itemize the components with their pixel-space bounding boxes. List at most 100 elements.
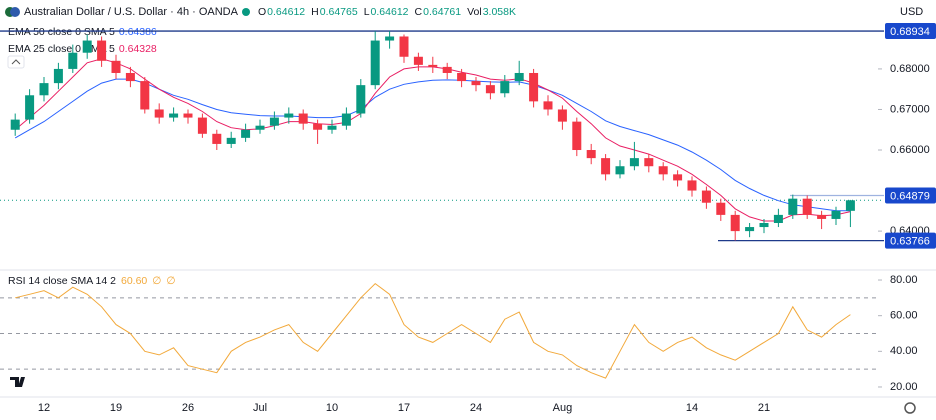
- candle-body: [529, 72, 539, 102]
- candle-body: [687, 180, 697, 191]
- candle-body: [629, 158, 639, 167]
- candle-body: [730, 214, 740, 232]
- price-label: 0.68934: [890, 26, 930, 38]
- candle-body: [817, 214, 827, 219]
- quote-value: 0.64761: [423, 6, 461, 18]
- price-label: 0.63766: [890, 235, 930, 247]
- candle-body: [313, 123, 323, 130]
- y-tick-label: 60.00: [890, 310, 918, 322]
- legend-value: 0.64386: [119, 26, 157, 38]
- candle-body: [572, 121, 582, 151]
- candle-body: [154, 109, 164, 118]
- legend-value: 0.64328: [119, 43, 157, 55]
- candle-body: [169, 113, 179, 118]
- quote-value: 0.64612: [267, 6, 305, 18]
- candle-body: [125, 72, 135, 82]
- candle-body: [212, 133, 222, 144]
- candle-body: [701, 190, 711, 203]
- x-tick-label: Jul: [253, 402, 267, 414]
- candle-body: [10, 119, 20, 130]
- legend-value: ∅: [152, 275, 161, 287]
- candle-body: [428, 64, 438, 67]
- candle-body: [745, 227, 755, 232]
- candle-body: [586, 150, 596, 159]
- currency: USD: [900, 6, 923, 18]
- x-tick-label: 26: [182, 402, 194, 414]
- legend-entry: EMA 50 close 0 SMA 5: [8, 26, 115, 38]
- series-line: [14, 78, 851, 212]
- x-tick-label: 21: [758, 402, 770, 414]
- candle-body: [385, 36, 395, 41]
- candle-body: [514, 72, 524, 82]
- candle-body: [845, 200, 855, 211]
- candle-body: [601, 158, 611, 175]
- x-tick-label: Aug: [553, 402, 573, 414]
- candle-body: [226, 137, 236, 144]
- quote-value: 3.058K: [483, 6, 516, 18]
- candle-body: [97, 40, 107, 61]
- price-label: 0.64879: [890, 190, 930, 202]
- quote-label: C: [415, 6, 423, 18]
- y-tick-label: 20.00: [890, 381, 918, 393]
- candle-body: [255, 125, 265, 130]
- y-tick-label: 80.00: [890, 274, 918, 286]
- logo: [10, 377, 25, 387]
- candle-body: [25, 95, 35, 120]
- x-tick-label: 19: [110, 402, 122, 414]
- candle-body: [356, 85, 366, 114]
- candle-body: [284, 113, 294, 118]
- candle-body: [341, 113, 351, 126]
- candle-body: [53, 68, 63, 84]
- x-tick-label: 14: [686, 402, 698, 414]
- collapse-button[interactable]: [7, 55, 25, 69]
- x-tick-label: 12: [38, 402, 50, 414]
- settings-button[interactable]: [904, 402, 916, 414]
- candle-body: [111, 60, 121, 73]
- candle-body: [615, 166, 625, 175]
- candle-body: [82, 40, 92, 53]
- candle-body: [831, 210, 841, 219]
- price-label-box: [885, 187, 936, 204]
- series-line: [15, 282, 851, 379]
- price-label-box: [885, 232, 936, 249]
- x-tick-label: 10: [326, 402, 338, 414]
- candle-body: [457, 72, 467, 82]
- candle-body: [327, 125, 337, 130]
- candle-body: [399, 36, 409, 57]
- legend-entry: RSI 14 close SMA 14 2: [8, 275, 116, 287]
- candle-body: [183, 113, 193, 118]
- candle-body: [241, 129, 251, 138]
- quote-value: 0.64765: [320, 6, 358, 18]
- candle-body: [413, 56, 423, 65]
- x-tick-label: 17: [398, 402, 410, 414]
- chart-title: Australian Dollar / U.S. Dollar · 4h · O…: [24, 6, 239, 18]
- quote-value: 0.64612: [371, 6, 409, 18]
- candle-body: [298, 113, 308, 124]
- price-label-box: [885, 23, 936, 40]
- x-tick-label: 24: [470, 402, 482, 414]
- y-tick-label: 0.67000: [890, 103, 930, 115]
- candle-body: [673, 174, 683, 181]
- candle-body: [39, 83, 49, 96]
- candle-body: [543, 101, 553, 110]
- y-tick-label: 0.68000: [890, 63, 930, 75]
- candle-body: [716, 202, 726, 215]
- candle-body: [471, 81, 481, 86]
- legend-value: 60.60: [121, 275, 147, 287]
- candle-body: [485, 85, 495, 94]
- quote-label: O: [258, 6, 266, 18]
- candle-body: [658, 166, 668, 175]
- y-tick-label: 40.00: [890, 345, 918, 357]
- quote-label: H: [311, 6, 319, 18]
- quote-label: L: [364, 6, 370, 18]
- candle-body: [802, 198, 812, 215]
- candle-body: [759, 222, 769, 228]
- candle-body: [557, 109, 567, 122]
- candle-body: [788, 198, 798, 215]
- y-tick-label: 0.66000: [890, 144, 930, 156]
- legend-value: ∅: [166, 275, 175, 287]
- market-status: [242, 8, 250, 16]
- candle-body: [269, 117, 279, 126]
